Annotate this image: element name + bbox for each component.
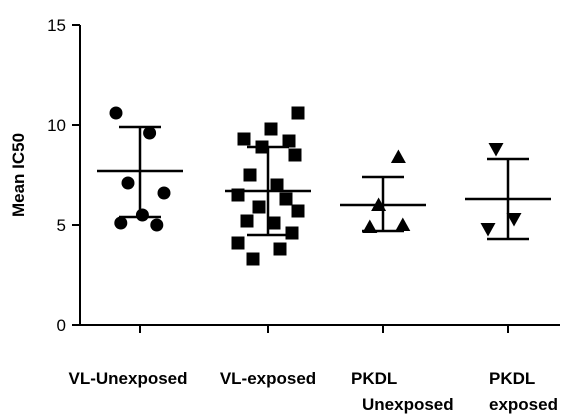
x-category-label: VL-exposed [220,369,316,388]
data-point [362,219,378,233]
data-point [288,148,302,162]
y-axis-title: Mean IC50 [9,133,28,217]
data-point [121,176,135,190]
data-point [109,106,123,120]
data-point [371,197,387,211]
data-point [291,106,305,120]
group-1 [97,106,183,232]
y-tick-label: 5 [57,216,66,235]
data-point [279,192,293,206]
data-point [488,143,504,157]
y-axis: 0 5 10 15 Mean IC50 [9,16,81,335]
data-point [231,236,245,250]
plot-area [97,106,551,266]
y-tick-label: 15 [47,16,66,35]
data-point [480,223,496,237]
data-point [240,214,254,228]
data-point [267,216,281,230]
x-ticks: VL-Unexposed VL-exposed PKDL Unexposed PKDL e… [68,325,558,414]
data-point [282,134,296,148]
x-category-label: exposed [489,395,558,414]
data-point [237,132,251,146]
data-point [255,140,269,154]
x-category-label: VL-Unexposed [68,369,187,388]
data-point [285,226,299,240]
x-category-label: PKDL [351,369,397,388]
group-3 [340,149,426,233]
data-point [291,204,305,218]
x-category-label: Unexposed [362,395,454,414]
data-point [264,122,278,136]
data-point [157,186,171,200]
data-point [273,242,287,256]
group-2 [225,106,311,266]
data-point [395,217,411,231]
data-point [114,216,128,230]
y-ticks: 0 5 10 15 [47,16,80,335]
x-axis: VL-Unexposed VL-exposed PKDL Unexposed PKDL e… [68,324,560,414]
data-point [390,149,406,163]
data-point [246,252,260,266]
data-point [270,178,284,192]
data-point [135,208,149,222]
x-category-label: PKDL [489,369,535,388]
data-point [243,168,257,182]
data-point [252,200,266,214]
data-point [150,218,164,232]
data-point [506,213,522,227]
y-tick-label: 0 [57,316,66,335]
group-4 [465,143,551,241]
data-point [143,126,157,140]
y-tick-label: 10 [47,116,66,135]
data-point [231,188,245,202]
